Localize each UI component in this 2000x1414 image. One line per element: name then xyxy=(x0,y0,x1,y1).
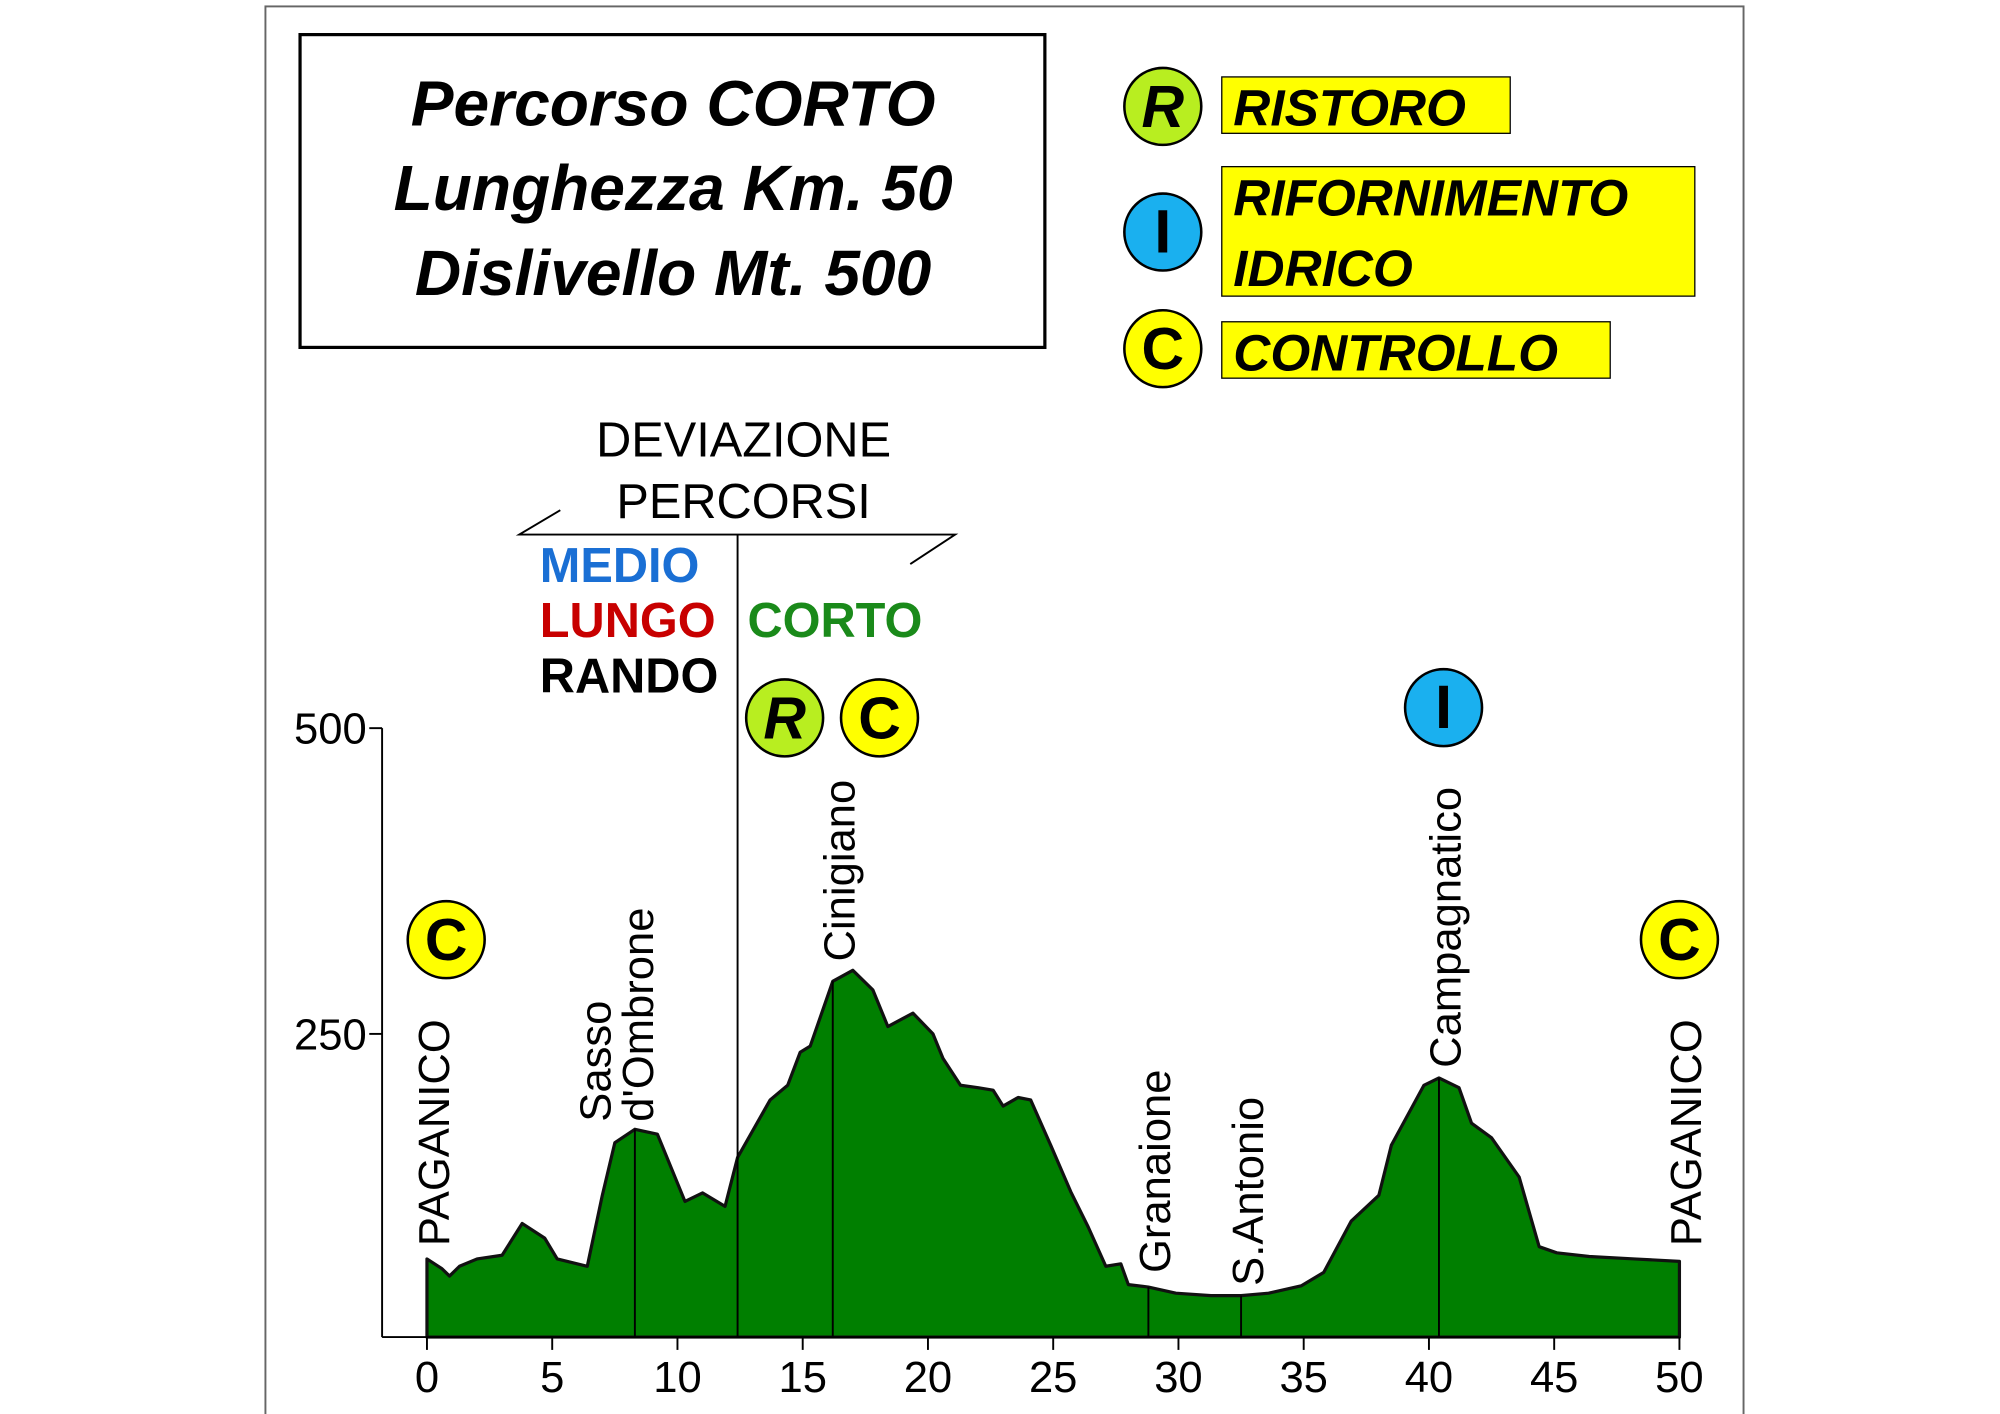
frame xyxy=(264,5,1745,1414)
place-label: PAGANICO xyxy=(1663,1019,1711,1246)
route-name: MEDIO xyxy=(540,539,700,593)
legend-symbol xyxy=(1123,66,1203,147)
chart-title: Percorso CORTO xyxy=(411,68,936,140)
legend-label: CONTROLLO xyxy=(1233,324,1558,381)
marker xyxy=(1639,899,1720,980)
legend-symbol-letter: R xyxy=(1142,75,1185,140)
marker-letter: C xyxy=(425,908,468,973)
chart-title: Dislivello Mt. 500 xyxy=(415,237,932,309)
x-tick-label: 50 xyxy=(1655,1354,1703,1402)
legend-symbol-letter: I xyxy=(1154,198,1171,267)
x-tick-label: 15 xyxy=(778,1354,826,1402)
x-tick-label: 10 xyxy=(653,1354,701,1402)
marker-letter: C xyxy=(1658,908,1701,973)
y-tick-label: 500 xyxy=(294,706,367,754)
place-label: d'Ombrone xyxy=(615,907,663,1121)
marker-letter: R xyxy=(763,686,806,751)
marker-letter: I xyxy=(1435,673,1452,742)
legend-label: RISTORO xyxy=(1233,80,1466,137)
x-tick-label: 20 xyxy=(904,1354,952,1402)
y-tick-label: 250 xyxy=(294,1011,367,1059)
elevation-area xyxy=(425,968,1682,1339)
legend-box xyxy=(1221,321,1611,379)
marker xyxy=(744,678,825,758)
marker xyxy=(839,678,920,758)
legend-symbol xyxy=(1123,308,1203,389)
marker-letter: C xyxy=(858,686,901,751)
place-label: Granaione xyxy=(1132,1069,1180,1273)
route-name: CORTO xyxy=(747,594,922,648)
x-tick-label: 45 xyxy=(1530,1354,1578,1402)
x-tick-label: 0 xyxy=(415,1354,439,1402)
place-label: Sasso xyxy=(573,1001,621,1122)
legend-box xyxy=(1221,166,1696,297)
place-label: Campagnatico xyxy=(1423,787,1471,1068)
place-label: PAGANICO xyxy=(411,1019,459,1246)
x-tick-label: 25 xyxy=(1029,1354,1077,1402)
marker xyxy=(406,899,486,980)
x-tick-label: 30 xyxy=(1154,1354,1202,1402)
x-tick-label: 35 xyxy=(1279,1354,1327,1402)
legend-label: IDRICO xyxy=(1233,240,1413,297)
legend-symbol xyxy=(1123,192,1203,272)
x-tick-label: 40 xyxy=(1405,1354,1453,1402)
route-name: RANDO xyxy=(540,649,719,703)
header-box xyxy=(298,33,1047,350)
legend-symbol-letter: C xyxy=(1142,317,1185,382)
deviation-label: DEVIAZIONE xyxy=(596,413,891,467)
place-label: Cinigiano xyxy=(817,780,865,962)
route-name: LUNGO xyxy=(540,594,716,648)
legend-box xyxy=(1221,76,1511,134)
deviation-label: PERCORSI xyxy=(616,475,870,529)
marker xyxy=(1403,667,1484,748)
place-label: S.Antonio xyxy=(1225,1097,1273,1286)
legend-label: RIFORNIMENTO xyxy=(1233,169,1628,226)
chart-title: Lunghezza Km. 50 xyxy=(394,152,953,224)
x-tick-label: 5 xyxy=(540,1354,564,1402)
